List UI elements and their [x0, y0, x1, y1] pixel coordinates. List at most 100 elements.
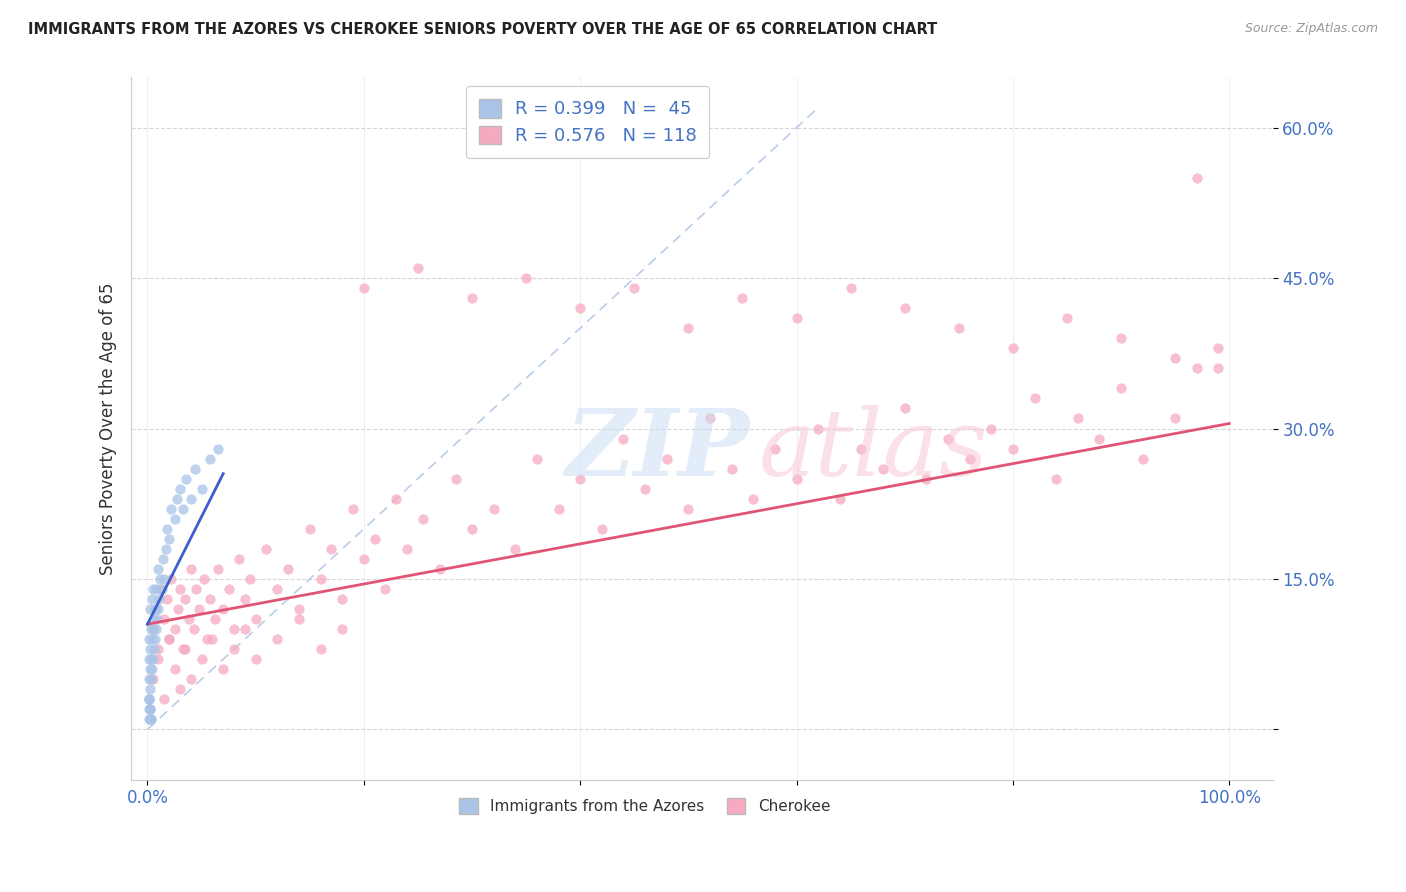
Point [309, 572, 332, 586]
Point [150, 582, 173, 596]
Point [155, 541, 177, 556]
Point [139, 652, 162, 666]
Point [893, 301, 915, 315]
Point [353, 281, 375, 295]
Point [1001, 442, 1024, 456]
Point [190, 652, 212, 666]
Point [288, 612, 311, 626]
Point [207, 562, 229, 576]
Point [169, 582, 191, 596]
Point [363, 532, 385, 546]
Point [139, 713, 162, 727]
Point [138, 642, 160, 657]
Point [1001, 341, 1024, 355]
Point [288, 602, 311, 616]
Text: atlas: atlas [759, 405, 988, 494]
Point [138, 662, 160, 676]
Point [731, 291, 754, 305]
Point [152, 612, 174, 626]
Point [180, 562, 202, 576]
Point [143, 632, 166, 647]
Point [177, 612, 200, 626]
Point [245, 612, 267, 626]
Point [148, 602, 170, 616]
Point [623, 281, 645, 295]
Point [786, 311, 808, 326]
Point [406, 260, 429, 275]
Point [1056, 311, 1078, 326]
Point [720, 461, 742, 475]
Point [222, 622, 245, 636]
Point [139, 622, 162, 636]
Point [396, 541, 419, 556]
Point [142, 622, 165, 636]
Point [277, 562, 299, 576]
Point [142, 582, 165, 596]
Point [742, 491, 765, 506]
Point [148, 642, 170, 657]
Point [176, 472, 198, 486]
Point [569, 472, 592, 486]
Point [807, 421, 830, 435]
Point [152, 692, 174, 706]
Point [1109, 331, 1132, 345]
Point [200, 592, 222, 607]
Point [157, 632, 180, 647]
Point [256, 541, 278, 556]
Point [266, 632, 288, 647]
Point [245, 652, 267, 666]
Point [591, 522, 613, 536]
Point [385, 491, 408, 506]
Point [948, 321, 970, 335]
Point [172, 501, 194, 516]
Point [547, 501, 569, 516]
Point [872, 461, 894, 475]
Point [138, 632, 160, 647]
Point [143, 612, 166, 626]
Point [180, 673, 202, 687]
Point [138, 702, 160, 716]
Point [1045, 472, 1067, 486]
Point [148, 652, 170, 666]
Point [298, 522, 321, 536]
Point [138, 702, 160, 716]
Text: ZIP: ZIP [565, 405, 749, 494]
Point [156, 592, 179, 607]
Point [143, 642, 166, 657]
Point [959, 451, 981, 466]
Point [160, 501, 183, 516]
Point [200, 451, 222, 466]
Point [148, 562, 170, 576]
Point [141, 592, 163, 607]
Point [184, 461, 207, 475]
Point [915, 472, 938, 486]
Point [143, 602, 166, 616]
Point [163, 662, 186, 676]
Point [195, 632, 218, 647]
Point [936, 432, 959, 446]
Point [678, 321, 700, 335]
Point [180, 491, 202, 506]
Point [139, 673, 162, 687]
Text: Source: ZipAtlas.com: Source: ZipAtlas.com [1244, 22, 1378, 36]
Point [138, 713, 160, 727]
Point [634, 482, 657, 496]
Point [655, 451, 678, 466]
Point [503, 541, 526, 556]
Point [156, 522, 179, 536]
Point [190, 482, 212, 496]
Point [139, 713, 162, 727]
Point [1164, 351, 1187, 366]
Point [851, 442, 873, 456]
Point [160, 572, 183, 586]
Point [461, 291, 484, 305]
Point [142, 652, 165, 666]
Point [893, 401, 915, 416]
Point [1164, 411, 1187, 425]
Point [141, 662, 163, 676]
Point [145, 602, 167, 616]
Point [239, 572, 262, 586]
Point [138, 702, 160, 716]
Point [201, 632, 224, 647]
Point [374, 582, 396, 596]
